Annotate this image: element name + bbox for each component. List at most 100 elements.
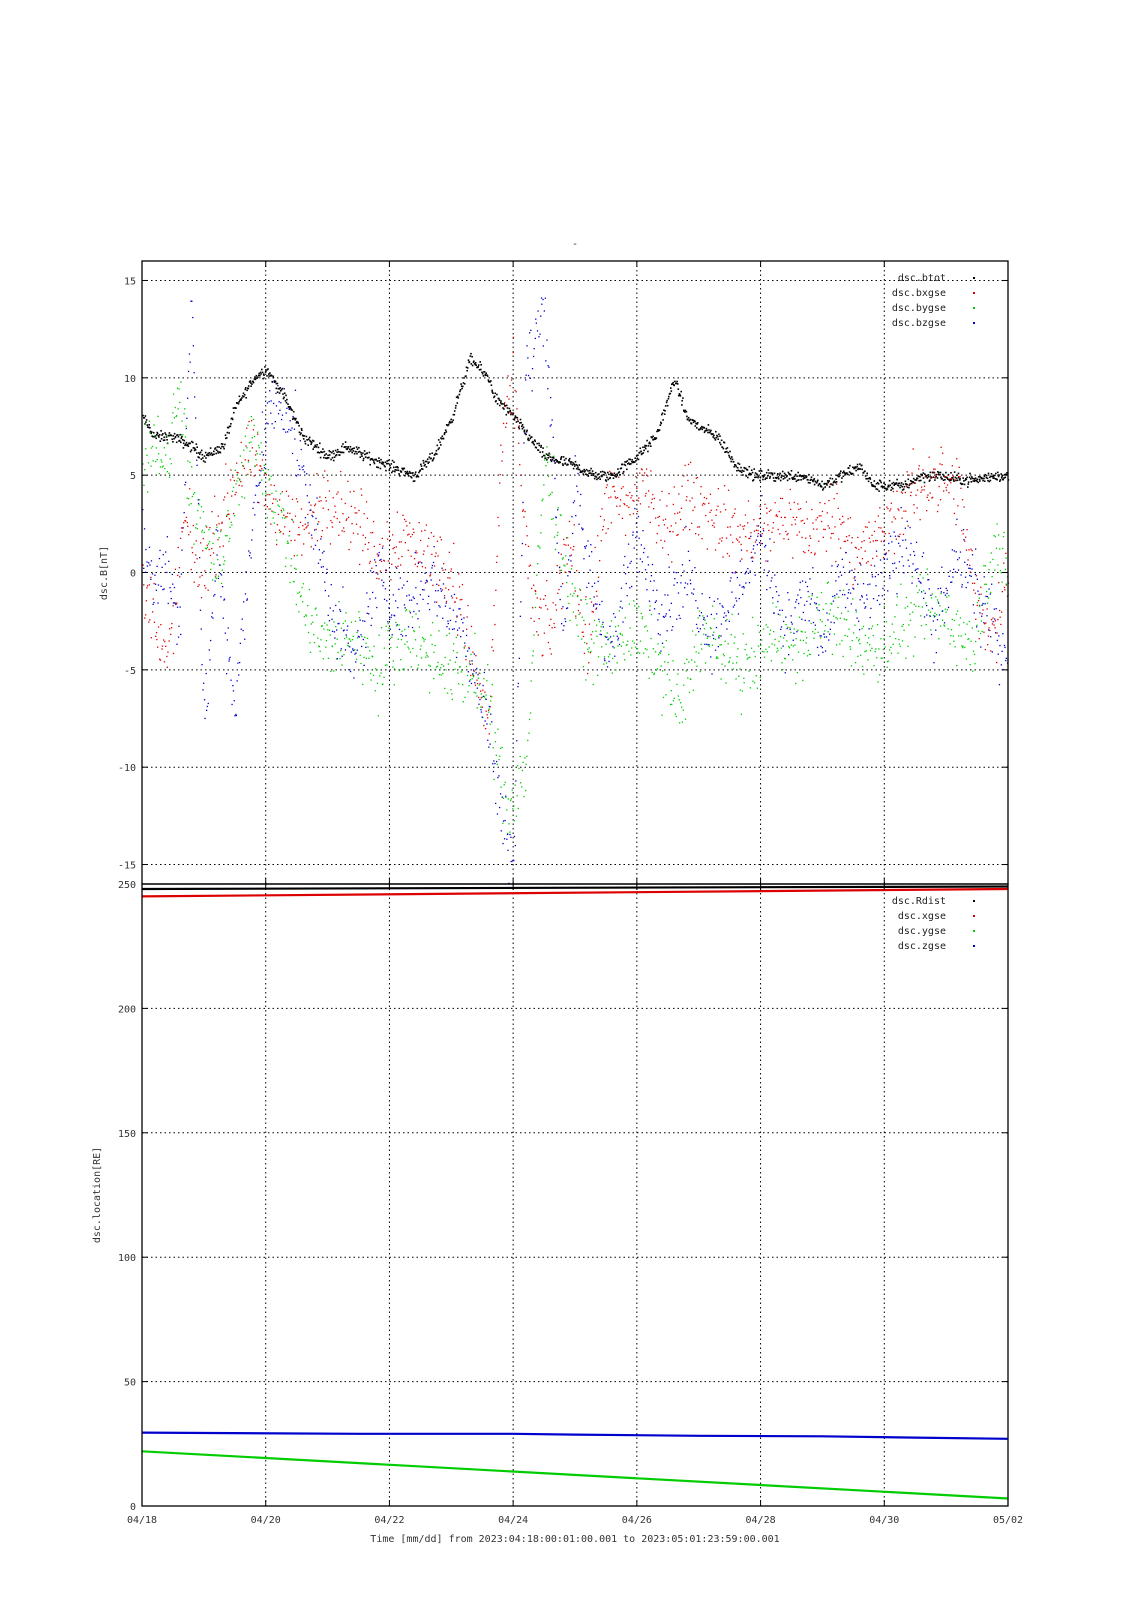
data-point xyxy=(989,479,992,482)
data-point xyxy=(551,419,553,421)
data-point xyxy=(521,542,524,545)
data-point xyxy=(220,530,222,533)
data-point xyxy=(795,480,798,483)
legend-label: dsc.ygse xyxy=(898,926,946,937)
data-point xyxy=(550,424,552,426)
data-point xyxy=(713,526,715,528)
data-point xyxy=(513,835,516,838)
data-point xyxy=(748,582,751,584)
data-point xyxy=(761,650,763,653)
data-point xyxy=(242,392,245,395)
data-point xyxy=(579,471,582,474)
data-point xyxy=(810,598,812,600)
data-point xyxy=(558,552,560,554)
data-point xyxy=(151,445,154,448)
data-point xyxy=(451,698,453,701)
data-point xyxy=(555,609,558,611)
data-point xyxy=(625,494,627,496)
data-point xyxy=(517,765,519,767)
data-point xyxy=(160,585,162,587)
data-point xyxy=(518,425,520,427)
data-point xyxy=(476,366,478,369)
data-point xyxy=(645,445,648,447)
data-point xyxy=(766,475,769,477)
data-point xyxy=(263,464,265,466)
data-point xyxy=(578,464,581,466)
data-point xyxy=(622,621,624,623)
data-point xyxy=(861,665,864,668)
data-point xyxy=(171,622,173,625)
data-point xyxy=(682,397,684,399)
data-point xyxy=(945,489,948,491)
data-point xyxy=(181,434,183,436)
data-point xyxy=(465,655,467,658)
data-point xyxy=(709,627,712,629)
data-point xyxy=(413,558,416,560)
data-point xyxy=(950,581,952,583)
data-point xyxy=(495,802,497,805)
data-point xyxy=(877,483,880,485)
data-point xyxy=(328,450,331,452)
data-point xyxy=(348,669,350,671)
data-point xyxy=(250,382,252,384)
data-point xyxy=(195,443,198,445)
data-point xyxy=(792,659,794,661)
data-point xyxy=(273,427,275,429)
data-point xyxy=(375,668,377,670)
data-point xyxy=(798,508,800,511)
data-point xyxy=(537,449,540,451)
data-point xyxy=(778,474,781,476)
data-point xyxy=(487,739,489,741)
data-point xyxy=(787,626,789,628)
data-point xyxy=(356,512,358,514)
data-point xyxy=(176,434,178,436)
data-point xyxy=(563,459,566,461)
data-point xyxy=(150,578,152,580)
data-point xyxy=(723,616,725,618)
data-point xyxy=(246,599,248,601)
data-point xyxy=(552,602,554,604)
data-point xyxy=(659,634,661,636)
data-point xyxy=(278,392,281,394)
data-point xyxy=(444,429,447,431)
data-point xyxy=(246,598,248,600)
data-point xyxy=(991,576,993,578)
data-point xyxy=(594,582,596,584)
data-point xyxy=(791,524,793,526)
data-point xyxy=(172,393,175,395)
data-point xyxy=(648,490,650,492)
data-point xyxy=(273,402,275,405)
data-point xyxy=(760,542,762,545)
data-point xyxy=(226,535,228,537)
data-point xyxy=(218,564,221,566)
data-point xyxy=(926,477,929,479)
data-point xyxy=(796,671,798,674)
data-point xyxy=(920,625,923,627)
data-point xyxy=(956,664,958,667)
data-point xyxy=(372,571,375,573)
data-point xyxy=(649,605,651,607)
data-point xyxy=(357,630,359,632)
data-point xyxy=(600,634,602,636)
data-point xyxy=(650,470,652,472)
data-point xyxy=(617,639,619,641)
data-point xyxy=(228,658,230,660)
data-point xyxy=(980,586,982,588)
data-point xyxy=(881,595,883,597)
data-point xyxy=(151,573,154,575)
data-point xyxy=(757,535,759,537)
data-point xyxy=(746,550,748,552)
data-point xyxy=(391,459,394,462)
data-point xyxy=(564,618,566,620)
data-point xyxy=(695,477,697,479)
data-point xyxy=(528,565,530,567)
data-point xyxy=(153,601,155,604)
data-point xyxy=(719,603,721,605)
data-point xyxy=(472,674,474,676)
data-point xyxy=(614,496,616,498)
data-point xyxy=(386,460,388,462)
data-point xyxy=(828,639,830,641)
data-point xyxy=(443,563,445,565)
data-point xyxy=(918,589,920,591)
